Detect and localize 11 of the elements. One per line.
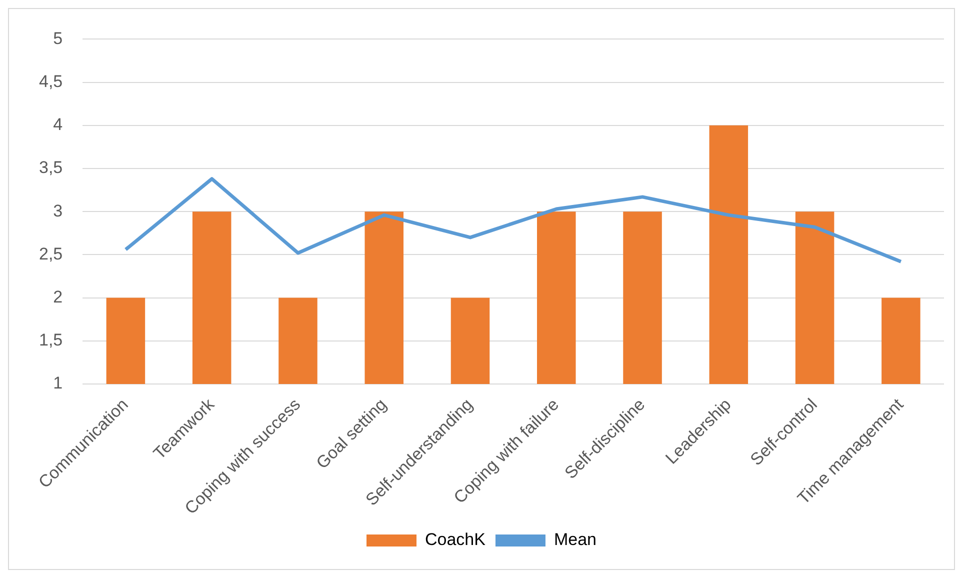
- legend-label: Mean: [554, 530, 597, 550]
- y-tick-label: 1,5: [38, 330, 63, 350]
- y-tick-label: 4,5: [38, 72, 63, 91]
- y-tick-label: 3,5: [38, 158, 63, 178]
- legend-label: CoachK: [425, 530, 486, 550]
- y-tick-label: 1: [53, 374, 63, 393]
- y-tick-label: 4: [53, 115, 63, 134]
- y-tick-label: 3: [53, 201, 63, 220]
- y-tick-label: 5: [53, 28, 63, 48]
- y-tick-label: 2: [53, 287, 63, 306]
- y-tick-label: 2,5: [38, 244, 63, 264]
